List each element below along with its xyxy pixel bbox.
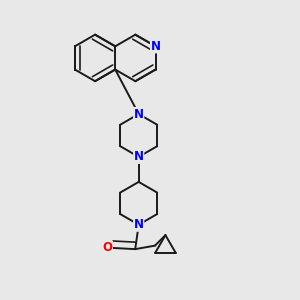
Text: O: O <box>102 242 112 254</box>
Text: N: N <box>151 40 160 53</box>
Text: N: N <box>134 108 144 121</box>
Text: N: N <box>134 218 144 231</box>
Text: N: N <box>134 150 144 164</box>
